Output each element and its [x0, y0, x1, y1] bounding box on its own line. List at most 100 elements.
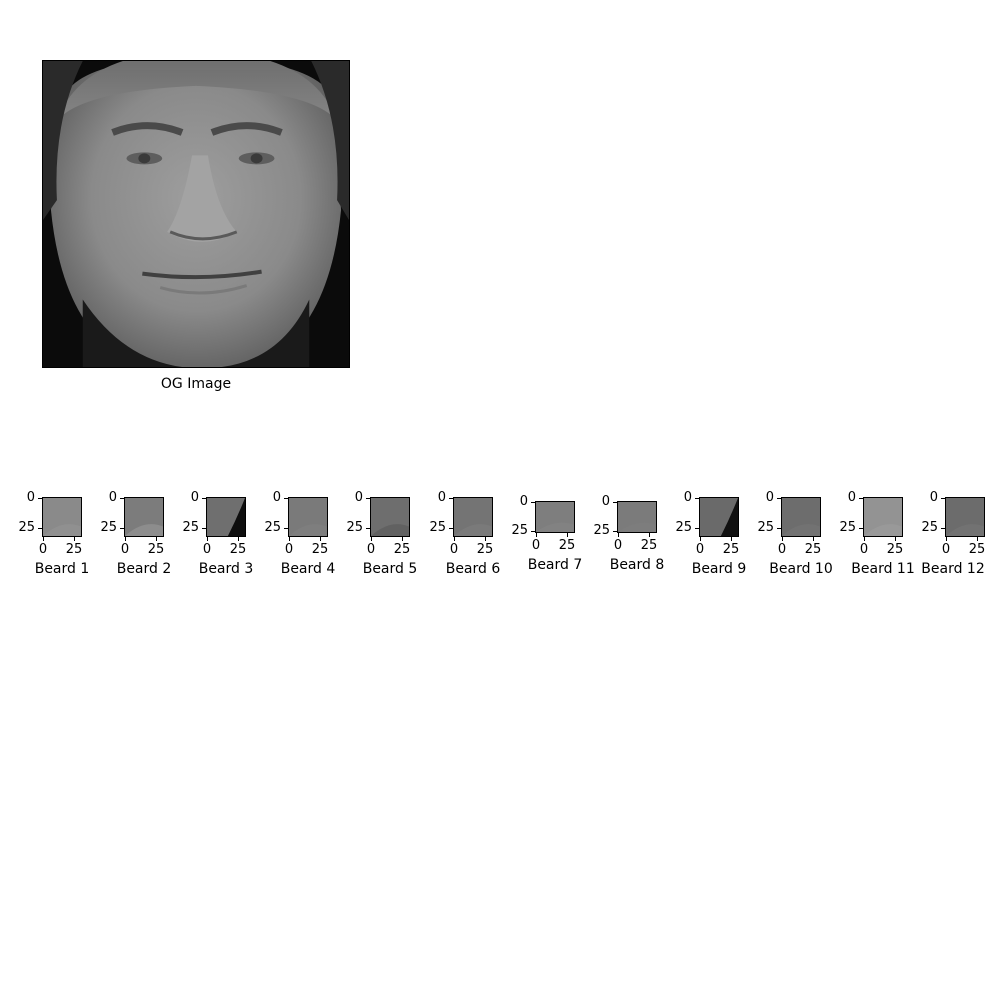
beard-patch: [782, 498, 820, 536]
x-tick-mark: [731, 537, 732, 541]
x-tick-mark: [946, 537, 947, 541]
y-tick-label: 25: [182, 520, 199, 535]
x-tick-label: 25: [558, 538, 576, 553]
beard-title: Beard 11: [851, 561, 915, 577]
y-tick-label: 0: [683, 490, 692, 505]
beard-title: Beard 1: [34, 561, 90, 577]
x-tick-mark: [238, 537, 239, 541]
y-tick-label: 25: [757, 520, 774, 535]
x-tick-mark: [895, 537, 896, 541]
x-tick-label: 0: [695, 542, 705, 557]
y-tick-mark: [120, 528, 124, 529]
x-tick-label: 25: [65, 542, 83, 557]
x-tick-label: 0: [531, 538, 541, 553]
beard-patch: [536, 502, 574, 532]
y-tick-label: 0: [108, 490, 117, 505]
y-tick-mark: [941, 528, 945, 529]
x-tick-label: 0: [366, 542, 376, 557]
y-tick-mark: [366, 498, 370, 499]
y-tick-mark: [777, 498, 781, 499]
beard-title: Beard 8: [609, 557, 665, 573]
x-tick-label: 0: [202, 542, 212, 557]
y-tick-mark: [202, 528, 206, 529]
x-tick-mark: [289, 537, 290, 541]
beard-patch: [207, 498, 245, 536]
y-tick-mark: [695, 528, 699, 529]
beard-title: Beard 10: [769, 561, 833, 577]
y-tick-label: 0: [765, 490, 774, 505]
x-tick-label: 25: [722, 542, 740, 557]
y-tick-label: 25: [921, 520, 938, 535]
beard-patch: [864, 498, 902, 536]
y-tick-label: 25: [429, 520, 446, 535]
x-tick-mark: [454, 537, 455, 541]
x-tick-label: 0: [777, 542, 787, 557]
y-tick-mark: [777, 528, 781, 529]
x-tick-label: 25: [886, 542, 904, 557]
y-tick-label: 0: [847, 490, 856, 505]
y-tick-label: 25: [18, 520, 35, 535]
og-image: [42, 60, 350, 368]
x-tick-mark: [864, 537, 865, 541]
beard-patch: [371, 498, 409, 536]
x-tick-mark: [649, 533, 650, 537]
y-tick-mark: [202, 498, 206, 499]
x-tick-label: 0: [38, 542, 48, 557]
y-tick-label: 0: [929, 490, 938, 505]
x-tick-label: 25: [229, 542, 247, 557]
x-tick-mark: [125, 537, 126, 541]
beard-thumbnail: [863, 497, 903, 537]
y-tick-mark: [38, 528, 42, 529]
beard-patch: [946, 498, 984, 536]
y-tick-label: 0: [272, 490, 281, 505]
beard-thumbnail: [945, 497, 985, 537]
y-tick-label: 0: [26, 490, 35, 505]
face-picture: [43, 61, 349, 367]
x-tick-label: 25: [147, 542, 165, 557]
beard-thumbnail: [370, 497, 410, 537]
y-tick-label: 0: [519, 494, 528, 509]
y-tick-mark: [284, 498, 288, 499]
x-tick-label: 25: [968, 542, 986, 557]
x-tick-mark: [700, 537, 701, 541]
x-tick-mark: [485, 537, 486, 541]
y-tick-label: 25: [346, 520, 363, 535]
beard-title: Beard 2: [116, 561, 172, 577]
x-tick-label: 25: [476, 542, 494, 557]
y-tick-mark: [695, 498, 699, 499]
x-tick-mark: [782, 537, 783, 541]
beard-patch: [43, 498, 81, 536]
x-tick-label: 0: [613, 538, 623, 553]
beard-title: Beard 4: [280, 561, 336, 577]
beard-title: Beard 7: [527, 557, 583, 573]
y-tick-label: 25: [593, 523, 610, 538]
y-tick-label: 25: [675, 520, 692, 535]
y-tick-mark: [284, 528, 288, 529]
beard-thumbnail: [781, 497, 821, 537]
x-tick-mark: [74, 537, 75, 541]
beard-title: Beard 3: [198, 561, 254, 577]
y-tick-label: 25: [839, 520, 856, 535]
x-tick-mark: [567, 533, 568, 537]
x-tick-label: 25: [311, 542, 329, 557]
y-tick-mark: [859, 528, 863, 529]
y-tick-mark: [120, 498, 124, 499]
y-tick-label: 0: [354, 490, 363, 505]
y-tick-mark: [613, 531, 617, 532]
y-tick-mark: [941, 498, 945, 499]
y-tick-mark: [531, 531, 535, 532]
x-tick-label: 0: [941, 542, 951, 557]
x-tick-label: 0: [284, 542, 294, 557]
beard-thumbnail: [288, 497, 328, 537]
y-tick-mark: [613, 502, 617, 503]
beard-title: Beard 9: [691, 561, 747, 577]
beard-thumbnail: [453, 497, 493, 537]
og-image-title: OG Image: [160, 376, 232, 392]
beard-patch: [700, 498, 738, 536]
beard-thumbnail: [699, 497, 739, 537]
x-tick-mark: [977, 537, 978, 541]
x-tick-mark: [813, 537, 814, 541]
x-tick-label: 0: [120, 542, 130, 557]
beard-thumbnail: [42, 497, 82, 537]
beard-thumbnail: [206, 497, 246, 537]
